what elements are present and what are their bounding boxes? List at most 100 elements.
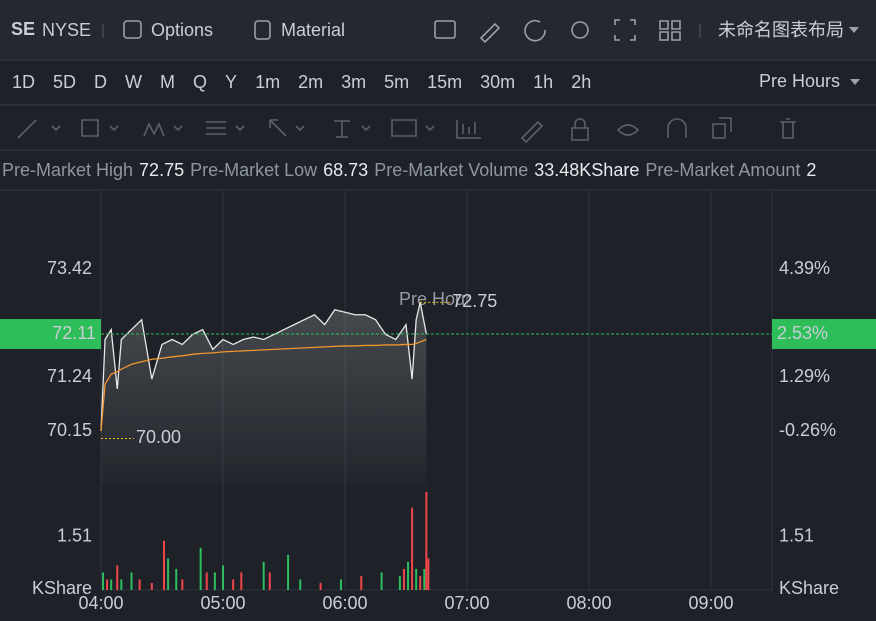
stat-value: 72.75 [139,160,184,180]
timeframe-button[interactable]: 1D [12,72,35,92]
icon[interactable] [524,19,546,42]
layout-name[interactable]: 未命名图表布局 [718,20,844,40]
volume-bar [398,575,401,590]
y-tick-label: 73.42 [47,258,92,278]
stat-label: Pre-Market Volume [374,160,528,180]
chart: Pre Hour 04:00 05:00 06:00 07:00 08:00 09:00 73… [0,189,876,613]
stat-label: Pre-Market Low [190,160,318,180]
average-line [100,338,427,432]
volume-bar [205,572,208,590]
tool-icon[interactable] [712,117,732,139]
stat-value: 68.73 [323,160,368,180]
timeframe-button[interactable]: Y [225,72,237,92]
volume-bar [411,507,414,590]
volume-bar [167,558,170,590]
tool-icon[interactable] [143,122,183,137]
volume-bar [339,579,342,590]
stat-value: 33.48KShare [534,160,639,180]
tool-icon[interactable] [780,118,796,139]
material-icon [254,20,271,40]
tool-icon[interactable] [571,118,589,141]
timeframe-button[interactable]: 5D [53,72,76,92]
volume-bar [287,554,290,590]
timeframe-button[interactable]: 5m [384,72,409,92]
material-button[interactable]: Material [281,20,345,40]
icon[interactable] [571,21,589,39]
watermark: Pre Hour [399,289,471,309]
stat-label: Pre-Market High [2,160,133,180]
last-price: 72.11 [52,323,96,343]
timeframe-button[interactable]: W [125,72,142,92]
y2-tick-label: 1.29% [779,366,830,386]
header-bar [0,0,876,60]
timeframe-button[interactable]: 3m [341,72,366,92]
volume-bar [425,491,428,590]
timeframe-button[interactable]: 2m [298,72,323,92]
options-button[interactable]: Options [151,20,213,40]
timeframe-button[interactable]: 15m [427,72,462,92]
volume-bar [407,561,410,590]
volume-bar [181,579,184,590]
volume-bar [116,565,119,590]
volume-bar [415,568,418,590]
timeframe-button[interactable]: D [94,72,107,92]
volume-bar [110,579,113,590]
high-label: 72.75 [452,291,497,311]
icon[interactable] [434,20,456,39]
options-icon [123,20,142,39]
timeframe-button[interactable]: M [160,72,175,92]
dropdown-arrow [849,27,859,33]
volume-bar [163,540,166,590]
volume-bar [268,572,271,590]
price-area [101,302,427,485]
tool-icon[interactable] [667,118,687,138]
timeframes: 1D 5D D W M Q Y 1m 2m 3m 5m 15m 30m 1h 2h [12,72,591,92]
timeframe-button[interactable]: Q [193,72,207,92]
volume-bar [427,558,430,590]
low-label: 70.00 [136,427,181,447]
volume-bar [419,575,422,590]
timeframe-button[interactable]: 30m [480,72,515,92]
x-tick-label: 07:00 [444,593,489,613]
volume-bar [360,575,363,590]
volume-bar [380,572,383,590]
toolbar-icons [434,19,681,44]
x-tick-label: 06:00 [322,593,367,613]
tool-icon[interactable] [391,119,435,137]
volume-unit: KShare [779,578,839,598]
volume-unit: KShare [32,578,92,598]
volume-bar [319,582,322,590]
last-price-tag [0,319,101,350]
icon[interactable] [614,19,636,41]
tool-icon[interactable] [520,120,544,144]
tool-icon[interactable] [334,120,371,138]
volume-bar [299,579,302,590]
tool-icon[interactable] [456,120,481,139]
volume-bar [102,572,105,590]
tool-icon[interactable] [616,124,640,136]
volume-bar [402,568,405,590]
tool-icon[interactable] [17,119,61,139]
session-select[interactable]: Pre Hours [759,71,840,91]
timeframe-button[interactable]: 1h [533,72,553,92]
symbol[interactable]: SE [11,19,35,39]
tool-icon[interactable] [81,119,119,137]
icon[interactable] [659,20,681,41]
icon[interactable] [479,22,501,44]
tool-icon[interactable] [269,119,305,137]
drawing-tools [17,117,796,144]
x-tick-label: 05:00 [200,593,245,613]
volume-bar [213,572,216,590]
volume-bar [106,579,109,590]
change-tag [772,319,876,350]
volume-bar [232,579,235,590]
timeframe-button[interactable]: 1m [255,72,280,92]
timeframe-button[interactable]: 2h [571,72,591,92]
volume-bar [240,572,243,590]
volume-bar [138,579,141,590]
volume-bar [423,568,426,590]
tool-icon[interactable] [206,121,245,135]
